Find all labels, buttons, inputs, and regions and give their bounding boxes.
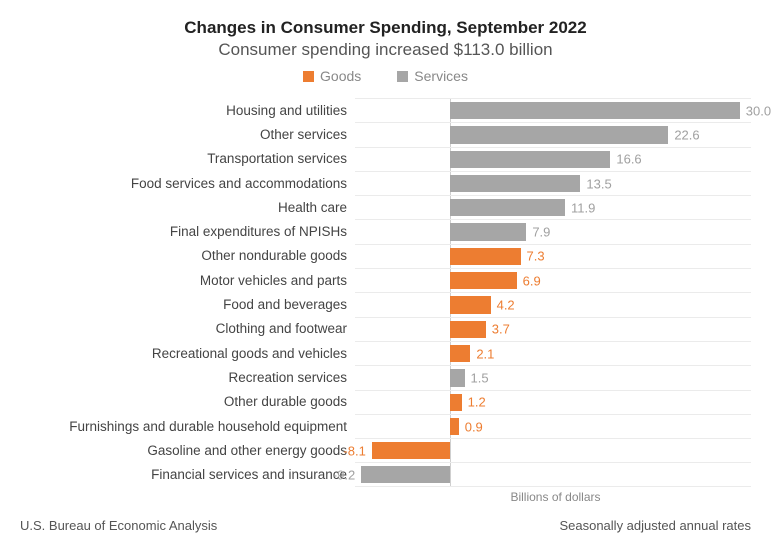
plot-cell: -9.2	[355, 462, 751, 486]
value-label: 22.6	[674, 127, 699, 142]
value-label: -9.2	[333, 467, 355, 482]
category-label: Health care	[15, 200, 355, 215]
chart-row: Final expenditures of NPISHs 7.9	[15, 219, 751, 243]
category-label: Housing and utilities	[15, 103, 355, 118]
chart-title: Changes in Consumer Spending, September …	[20, 18, 751, 38]
plot-cell: 11.9	[355, 195, 751, 219]
plot-cell: 16.6	[355, 147, 751, 171]
swatch-goods	[303, 71, 314, 82]
plot-cell: 7.9	[355, 219, 751, 243]
legend: Goods Services	[20, 68, 751, 84]
chart-row: Other durable goods 1.2	[15, 390, 751, 414]
bar	[450, 321, 486, 338]
swatch-services	[397, 71, 408, 82]
chart-row: Food and beverages 4.2	[15, 292, 751, 316]
category-label: Other services	[15, 127, 355, 142]
bar	[450, 199, 565, 216]
chart-row: Gasoline and other energy goods-8.1	[15, 438, 751, 462]
bar	[450, 126, 668, 143]
category-label: Recreational goods and vehicles	[15, 346, 355, 361]
zero-line	[450, 463, 451, 485]
value-label: 6.9	[523, 273, 541, 288]
chart-row: Other services 22.6	[15, 122, 751, 146]
plot-cell: -8.1	[355, 438, 751, 462]
plot-cell: 22.6	[355, 122, 751, 146]
legend-item-services: Services	[397, 68, 468, 84]
chart-subtitle: Consumer spending increased $113.0 billi…	[20, 40, 751, 60]
bar	[450, 175, 580, 192]
bar	[450, 272, 517, 289]
footer-left: U.S. Bureau of Economic Analysis	[20, 518, 217, 533]
legend-label: Goods	[320, 68, 361, 84]
category-label: Other nondurable goods	[15, 248, 355, 263]
plot-cell: 30.0	[355, 98, 751, 122]
bar	[450, 296, 491, 313]
zero-line	[450, 439, 451, 462]
value-label: 2.1	[476, 346, 494, 361]
chart-area: Housing and utilities30.0Other services2…	[15, 98, 751, 488]
bar	[450, 151, 610, 168]
chart-row: Financial services and insurance-9.2	[15, 462, 751, 486]
footer: U.S. Bureau of Economic Analysis Seasona…	[20, 518, 751, 533]
plot-cell: 3.7	[355, 317, 751, 341]
value-label: 4.2	[497, 298, 515, 313]
chart-row: Food services and accommodations 13.5	[15, 171, 751, 195]
chart-row: Health care 11.9	[15, 195, 751, 219]
chart-row: Transportation services 16.6	[15, 147, 751, 171]
category-label: Recreation services	[15, 370, 355, 385]
bar	[450, 345, 470, 362]
bar	[450, 223, 526, 240]
bar	[372, 442, 450, 459]
plot-cell: 6.9	[355, 268, 751, 292]
legend-item-goods: Goods	[303, 68, 361, 84]
chart-row: Recreation services 1.5	[15, 365, 751, 389]
value-label: 1.5	[471, 370, 489, 385]
category-label: Food and beverages	[15, 297, 355, 312]
category-label: Financial services and insurance	[15, 467, 355, 482]
bar	[450, 418, 459, 435]
chart-row: Clothing and footwear 3.7	[15, 317, 751, 341]
footer-right: Seasonally adjusted annual rates	[559, 518, 751, 533]
bar	[450, 102, 740, 119]
value-label: 11.9	[571, 200, 595, 215]
category-label: Gasoline and other energy goods	[15, 443, 355, 458]
bar	[361, 466, 450, 482]
plot-cell: 1.5	[355, 365, 751, 389]
bar	[450, 394, 462, 411]
plot-cell: 0.9	[355, 414, 751, 438]
value-label: 0.9	[465, 419, 483, 434]
bar	[450, 248, 521, 265]
category-label: Motor vehicles and parts	[15, 273, 355, 288]
value-label: 1.2	[468, 395, 486, 410]
plot-cell: 1.2	[355, 390, 751, 414]
value-label: 3.7	[492, 322, 510, 337]
chart-row: Furnishings and durable household equipm…	[15, 414, 751, 438]
value-label: 7.9	[532, 225, 550, 240]
bar	[450, 369, 464, 386]
category-label: Other durable goods	[15, 394, 355, 409]
value-label: 7.3	[527, 249, 545, 264]
chart-row: Other nondurable goods 7.3	[15, 244, 751, 268]
category-label: Transportation services	[15, 151, 355, 166]
value-label: 13.5	[586, 176, 611, 191]
chart-row: Recreational goods and vehicles 2.1	[15, 341, 751, 365]
chart-row: Housing and utilities30.0	[15, 98, 751, 122]
category-label: Clothing and footwear	[15, 321, 355, 336]
chart-row: Motor vehicles and parts 6.9	[15, 268, 751, 292]
value-label: -8.1	[343, 443, 365, 458]
plot-cell: 4.2	[355, 292, 751, 316]
legend-label: Services	[414, 68, 468, 84]
category-label: Food services and accommodations	[15, 176, 355, 191]
plot-cell: 13.5	[355, 171, 751, 195]
plot-cell: 7.3	[355, 244, 751, 268]
value-label: 16.6	[616, 152, 641, 167]
value-label: 30.0	[746, 103, 771, 118]
plot-cell: 2.1	[355, 341, 751, 365]
category-label: Final expenditures of NPISHs	[15, 224, 355, 239]
x-axis-label: Billions of dollars	[360, 490, 751, 504]
category-label: Furnishings and durable household equipm…	[15, 419, 355, 434]
